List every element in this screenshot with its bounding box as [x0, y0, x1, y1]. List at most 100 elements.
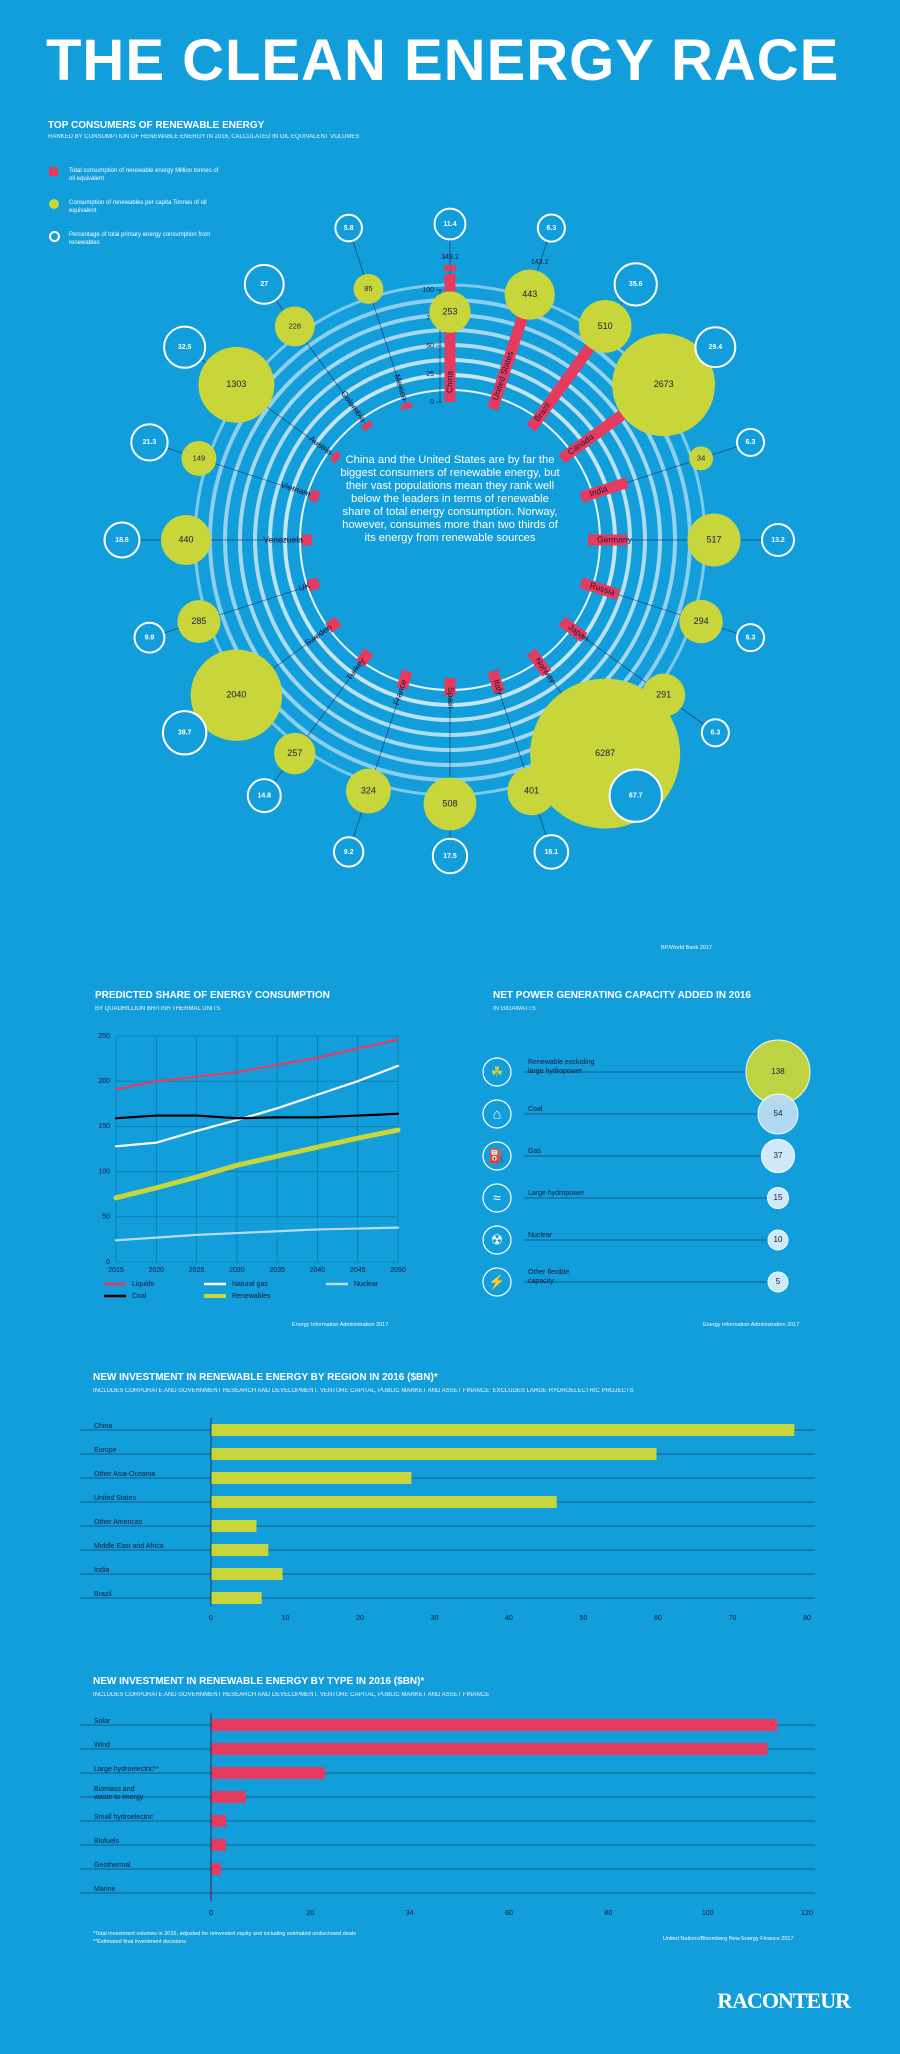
radial-bubble-venezuela [161, 515, 211, 565]
radial-bar-colombia [360, 420, 374, 432]
region-bar-united-states [211, 1496, 557, 1508]
radial-share-ring-canada [694, 326, 737, 369]
radial-share-ring-turkey [246, 778, 282, 814]
type-bar-wind [211, 1743, 768, 1755]
region-label-brazil: Brazil [94, 1591, 112, 1598]
type-bar-small-hydroelectric [211, 1815, 226, 1827]
line-ytick-label: 0 [106, 1259, 110, 1266]
radial-share-ring-colombia [243, 263, 285, 305]
line-ytick-label: 200 [98, 1078, 110, 1085]
type-label-marine: Marine [94, 1886, 116, 1893]
line-series-natural-gas [114, 1064, 400, 1148]
factory-icon [482, 1099, 512, 1129]
radial-bar-venezuela [301, 534, 312, 546]
type-bar-marine [211, 1887, 212, 1899]
radial-bar-japan [558, 616, 588, 643]
radial-bubble-value: 257 [287, 748, 302, 758]
radial-bar-group-uk [306, 577, 321, 592]
radial-bubble-vietnam [181, 440, 217, 476]
line-series-nuclear [114, 1226, 400, 1242]
radial-bubble-india [689, 446, 714, 471]
radial-country-label: Italy [491, 678, 506, 697]
legend-bubble-label: Consumption of renewables per capita Ton… [69, 200, 207, 214]
leaf-icon [482, 1057, 512, 1087]
radial-bar-group-vietnam [308, 489, 321, 503]
radial-bubble-value: 149 [193, 453, 206, 462]
region-subtitle: INCLUDES CORPORATE AND GOVERNMENT RESEAR… [93, 1388, 634, 1394]
line-legend-label-nuclear: Nuclear [354, 1281, 379, 1288]
radial-share-ring-mexico [334, 213, 363, 243]
type-bar-large-hydroelectric [211, 1767, 326, 1779]
line-xtick-label: 2015 [108, 1267, 124, 1274]
radial-country-label: Germany [597, 534, 633, 544]
type-label-large-hydroelectric: Large hydroelectric** [94, 1766, 159, 1773]
region-chart: China Europe Other Asia-Oceania United Stat… [80, 1418, 815, 1622]
radial-scale-label: 50 [426, 343, 434, 350]
region-bar-middle-east-and-africa [211, 1544, 269, 1556]
capacity-label-gas: Gas [528, 1148, 541, 1155]
radial-bar-mexico [400, 401, 413, 411]
region-bar-other-asia-oceania [211, 1472, 412, 1484]
gas-tank-icon-glyph: ⛽ [488, 1148, 505, 1165]
region-bar-europe [211, 1448, 657, 1460]
radial-scale-label: 100 [422, 287, 434, 294]
radial-bubble-value: 508 [442, 798, 457, 808]
radial-bar-group-mexico [400, 401, 413, 411]
type-bar-solar [211, 1719, 778, 1731]
radial-share-ring-spain [431, 837, 469, 875]
radial-share-ring-russia [736, 623, 766, 653]
radial-scale-label: 75 [426, 315, 434, 322]
region-xtick-label: 0 [209, 1615, 213, 1622]
capacity-value: 15 [774, 1193, 783, 1202]
radial-share-value: 17.5 [443, 853, 457, 860]
radial-bubble-value: 401 [524, 785, 539, 795]
radial-share-value: 9.9 [145, 634, 155, 641]
radial-bubble-value: 2040 [226, 690, 246, 700]
legend-bubble: Consumption of renewables per capita Ton… [49, 199, 219, 215]
radial-share-value: 13.2 [771, 537, 785, 544]
radial-bubble-colombia [274, 306, 315, 347]
type-label-geothermal: Geothermal [94, 1862, 131, 1869]
radial-bar-uk [306, 577, 321, 592]
radial-bar-group-austria [329, 450, 342, 464]
radial-share-ring-sweden [161, 710, 208, 756]
radial-bar-norway [526, 648, 552, 677]
radial-share-ring-brazil [613, 262, 658, 307]
radial-bubble-italy [507, 766, 556, 816]
region-title: NEW INVESTMENT IN RENEWABLE ENERGY BY RE… [93, 1372, 438, 1383]
radial-bubble-mexico [353, 274, 384, 304]
type-bar-biomass-and-waste-to-energy [211, 1791, 246, 1803]
radial-share-value: 6.3 [746, 439, 756, 446]
radial-bubble-value: 34 [697, 453, 705, 462]
capacity-source: Energy Information Administration 2017 [703, 1322, 800, 1328]
dam-icon [482, 1183, 512, 1213]
region-xtick-label: 40 [505, 1615, 513, 1622]
nuclear-plant-icon-glyph: ☢ [491, 1232, 504, 1248]
line-legend-label-coal: Coal [132, 1293, 147, 1300]
radial-bar-group-japan [558, 616, 588, 643]
line-legend-label-renewables: Renewables [232, 1293, 271, 1300]
legend-bar-swatch [49, 167, 58, 176]
capacity-value: 5 [776, 1277, 781, 1286]
line-xtick-label: 2050 [390, 1267, 406, 1274]
region-xtick-label: 50 [580, 1615, 588, 1622]
radial-bar-brazil [526, 343, 595, 432]
radial-bar-austria [329, 450, 342, 464]
radial-share-ring-uk [133, 621, 166, 654]
type-chart: Solar Wind Large hydroelectric** Biomass an… [80, 1713, 815, 1917]
region-label-other-americas: Other Americas [94, 1519, 143, 1526]
region-bar-brazil [211, 1592, 262, 1604]
radial-bar-spain [444, 678, 456, 696]
radial-bar-group-russia [579, 577, 621, 600]
region-xtick-label: 70 [729, 1615, 737, 1622]
radial-share-ring-germany [761, 523, 795, 557]
factory-icon-glyph: ⌂ [493, 1106, 501, 1122]
capacity-value: 10 [774, 1235, 783, 1244]
radial-bar-group-sweden [325, 616, 342, 633]
region-bar-other-americas [211, 1520, 257, 1532]
radial-bubble-austria [198, 346, 275, 423]
radial-bubble-turkey [274, 732, 316, 775]
radial-share-value: 6.3 [746, 634, 756, 641]
radial-bubble-value: 324 [361, 785, 376, 795]
nuclear-plant-icon [482, 1225, 512, 1255]
